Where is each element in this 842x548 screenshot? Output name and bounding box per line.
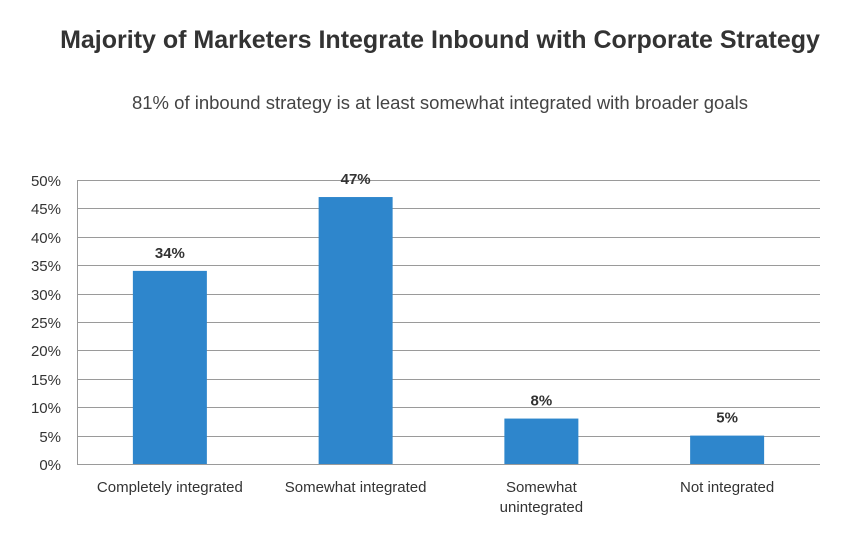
x-axis-ticks: Completely integrated Somewhat integrated… [97, 479, 774, 516]
y-tick-label: 25% [31, 315, 61, 332]
bar [132, 270, 207, 464]
bar-value-label: 5% [716, 410, 738, 427]
y-tick-label: 0% [39, 457, 61, 474]
y-tick-label: 35% [31, 258, 61, 275]
y-tick-label: 40% [31, 230, 61, 247]
chart-title: Majority of Marketers Integrate Inbound … [60, 26, 820, 54]
bar-value-label: 8% [531, 393, 553, 410]
y-axis-ticks: 0% 5% 10% 15% 20% 25% 30% 35% 40% 45% 50% [31, 173, 61, 474]
bar [690, 435, 765, 464]
y-tick-label: 5% [39, 429, 61, 446]
y-tick-label: 15% [31, 372, 61, 389]
y-tick-label: 45% [31, 201, 61, 218]
y-tick-label: 10% [31, 400, 61, 417]
x-tick-label: Not integrated [680, 479, 774, 496]
bar-value-label: 47% [341, 171, 371, 188]
x-tick-label: Completely integrated [97, 479, 243, 496]
x-tick-label: Somewhat unintegrated [500, 479, 583, 516]
bars [132, 197, 765, 465]
y-tick-label: 50% [31, 173, 61, 190]
y-tick-label: 30% [31, 287, 61, 304]
bar [504, 418, 579, 464]
chart-subtitle: 81% of inbound strategy is at least some… [131, 92, 748, 113]
data-labels: 34% 47% 8% 5% [155, 171, 738, 427]
bar-value-label: 34% [155, 245, 185, 262]
y-tick-label: 20% [31, 343, 61, 360]
bar [318, 197, 393, 465]
x-tick-label: Somewhat integrated [285, 479, 427, 496]
